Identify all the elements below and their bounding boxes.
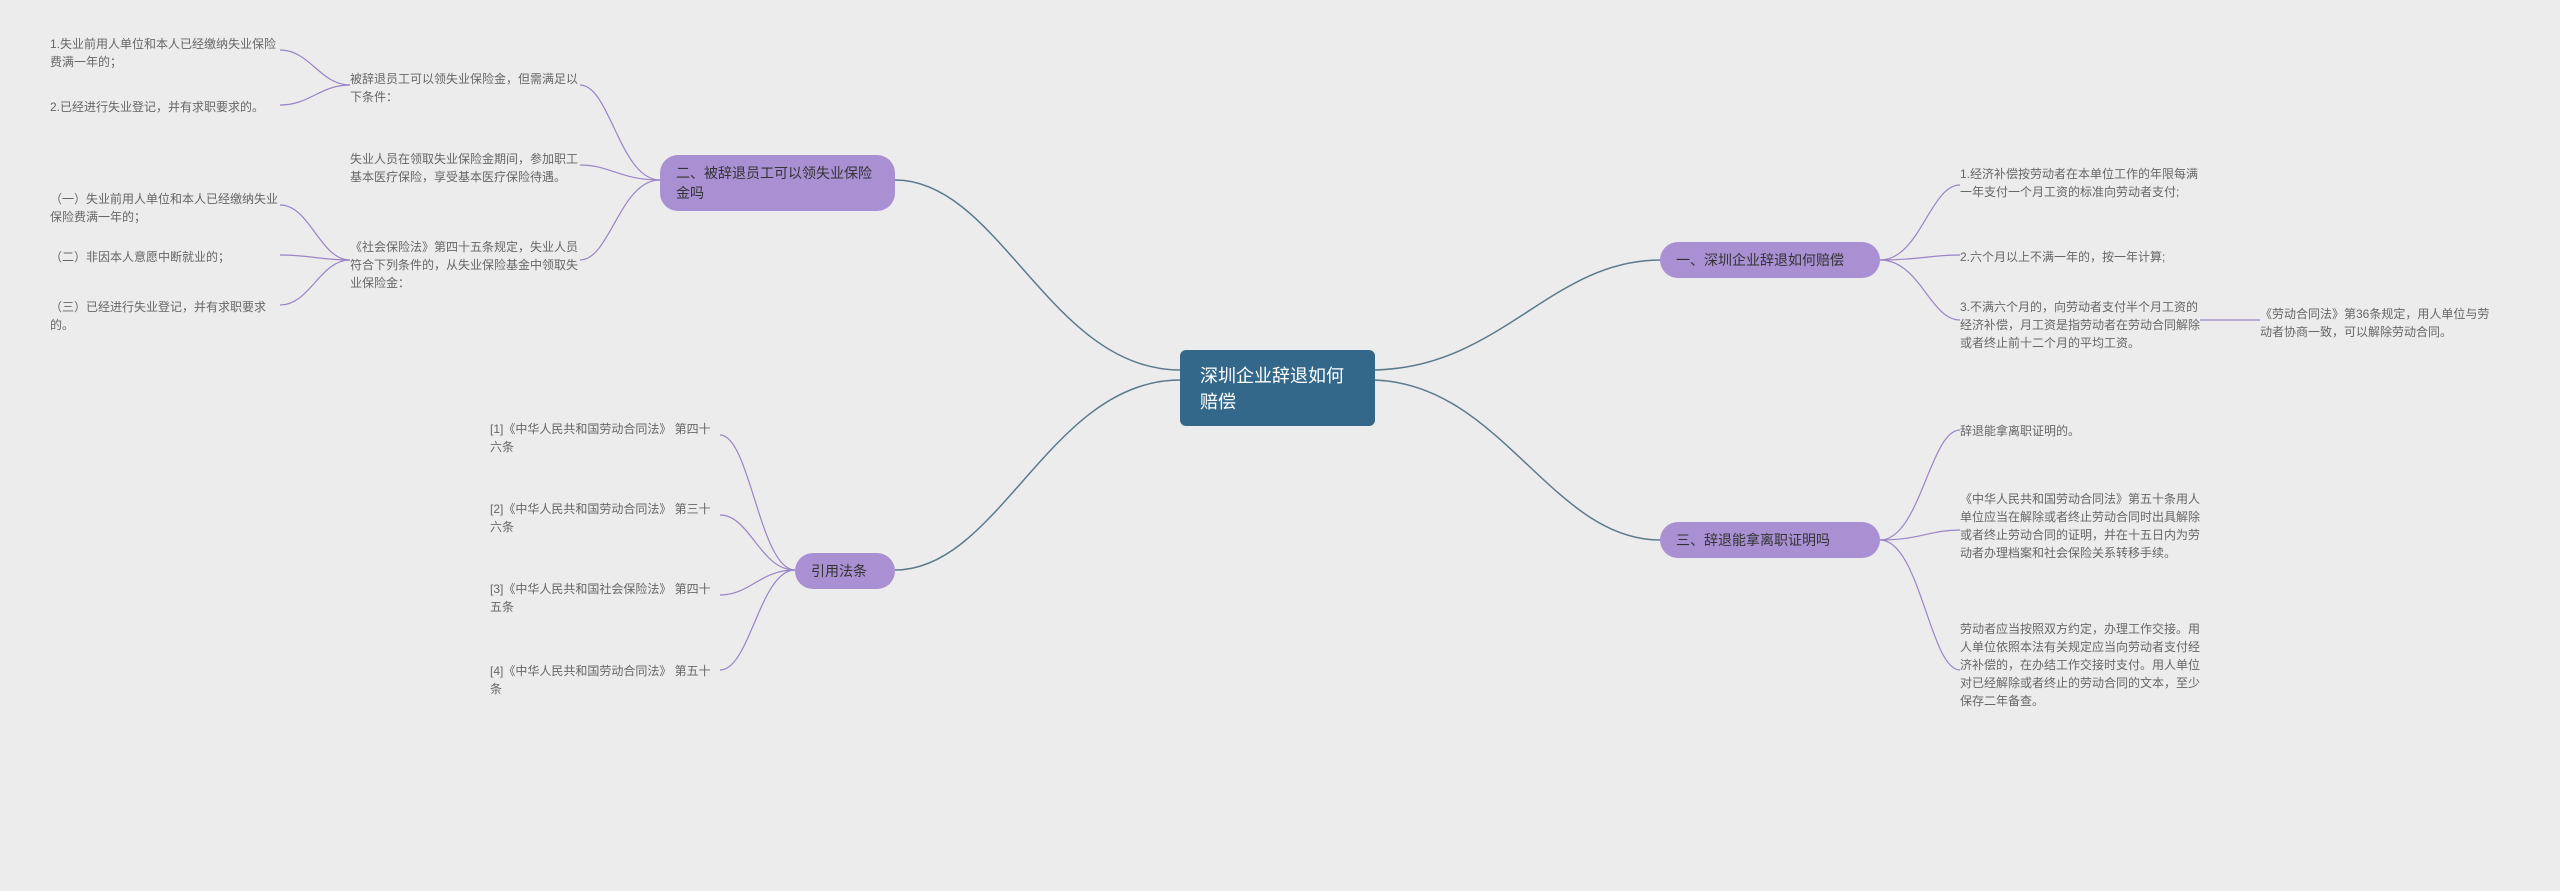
- branch-label: 一、深圳企业辞退如何赔偿: [1676, 250, 1844, 270]
- branch-left-2[interactable]: 二、被辞退员工可以领失业保险金吗: [660, 155, 895, 211]
- leaf-l2-2: 失业人员在领取失业保险金期间，参加职工基本医疗保险，享受基本医疗保险待遇。: [350, 150, 580, 186]
- branch-label: 二、被辞退员工可以领失业保险金吗: [676, 163, 879, 203]
- branch-right-3[interactable]: 三、辞退能拿离职证明吗: [1660, 522, 1880, 558]
- leaf-r1-3-sub: 《劳动合同法》第36条规定，用人单位与劳动者协商一致，可以解除劳动合同。: [2260, 305, 2490, 341]
- leaf-l2-3-2: （二）非因本人意愿中断就业的；: [50, 248, 280, 266]
- leaf-r3-1: 辞退能拿离职证明的。: [1960, 422, 2200, 440]
- leaf-ref-4: [4]《中华人民共和国劳动合同法》 第五十条: [490, 662, 720, 698]
- leaf-r1-2: 2.六个月以上不满一年的，按一年计算;: [1960, 248, 2200, 266]
- leaf-r1-3: 3.不满六个月的，向劳动者支付半个月工资的经济补偿，月工资是指劳动者在劳动合同解…: [1960, 298, 2200, 352]
- leaf-r3-2: 《中华人民共和国劳动合同法》第五十条用人单位应当在解除或者终止劳动合同时出具解除…: [1960, 490, 2200, 562]
- leaf-l2-1-1: 1.失业前用人单位和本人已经缴纳失业保险费满一年的；: [50, 35, 280, 71]
- leaf-ref-1: [1]《中华人民共和国劳动合同法》 第四十六条: [490, 420, 720, 456]
- mindmap-root[interactable]: 深圳企业辞退如何赔偿: [1180, 350, 1375, 426]
- leaf-l2-3-3: （三）已经进行失业登记，并有求职要求的。: [50, 298, 280, 334]
- branch-right-1[interactable]: 一、深圳企业辞退如何赔偿: [1660, 242, 1880, 278]
- leaf-l2-1: 被辞退员工可以领失业保险金，但需满足以下条件：: [350, 70, 580, 106]
- branch-label: 三、辞退能拿离职证明吗: [1676, 530, 1830, 550]
- leaf-l2-1-2: 2.已经进行失业登记，并有求职要求的。: [50, 98, 280, 116]
- leaf-ref-2: [2]《中华人民共和国劳动合同法》 第三十六条: [490, 500, 720, 536]
- branch-left-ref[interactable]: 引用法条: [795, 553, 895, 589]
- branch-label: 引用法条: [811, 561, 867, 581]
- leaf-ref-3: [3]《中华人民共和国社会保险法》 第四十五条: [490, 580, 720, 616]
- leaf-r1-1: 1.经济补偿按劳动者在本单位工作的年限每满一年支付一个月工资的标准向劳动者支付;: [1960, 165, 2200, 201]
- root-label: 深圳企业辞退如何赔偿: [1200, 362, 1355, 414]
- leaf-l2-3-1: （一）失业前用人单位和本人已经缴纳失业保险费满一年的；: [50, 190, 280, 226]
- leaf-r3-3: 劳动者应当按照双方约定，办理工作交接。用人单位依照本法有关规定应当向劳动者支付经…: [1960, 620, 2200, 710]
- leaf-l2-3: 《社会保险法》第四十五条规定，失业人员符合下列条件的，从失业保险基金中领取失业保…: [350, 238, 580, 292]
